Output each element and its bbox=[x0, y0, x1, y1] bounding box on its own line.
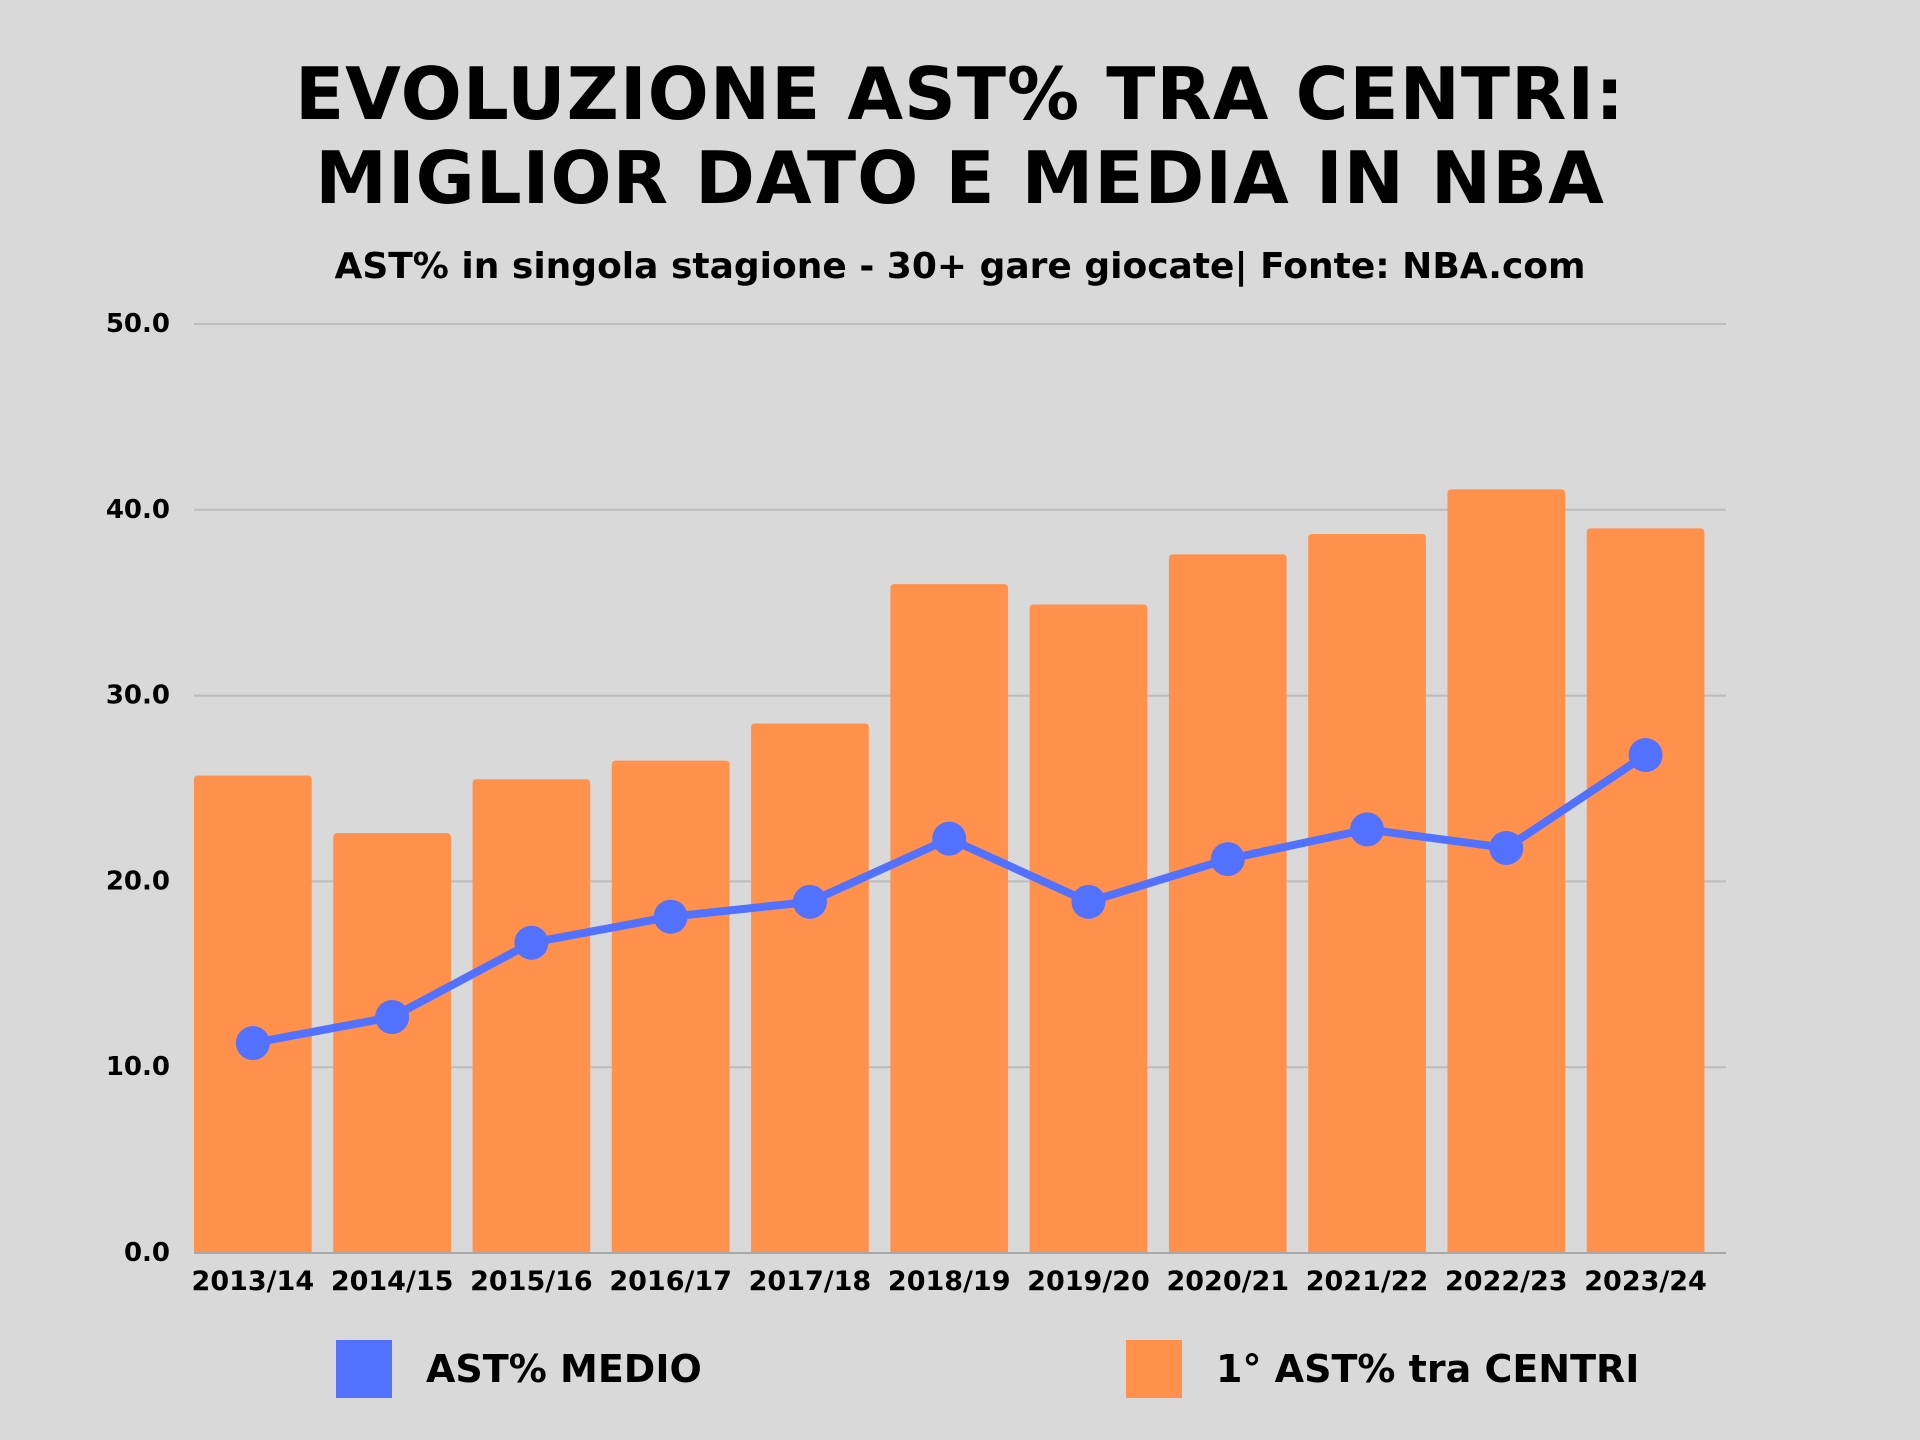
y-tick-label: 40.0 bbox=[106, 495, 170, 525]
bar bbox=[1308, 533, 1426, 1253]
y-tick-label: 0.0 bbox=[124, 1238, 170, 1268]
legend-item-ast-medio: AST% MEDIO bbox=[336, 1340, 702, 1398]
line-point bbox=[1210, 842, 1245, 877]
x-tick-label: 2023/24 bbox=[1584, 1266, 1707, 1297]
line-point bbox=[932, 821, 967, 856]
chart-title-line-1: EVOLUZIONE AST% TRA CENTRI: bbox=[295, 52, 1625, 136]
legend-swatch-ast-medio bbox=[336, 1340, 392, 1398]
legend-label-ast-medio: AST% MEDIO bbox=[426, 1347, 702, 1391]
legend-label-top-ast-centri: 1° AST% tra CENTRI bbox=[1216, 1347, 1640, 1391]
x-tick-label: 2018/19 bbox=[888, 1266, 1011, 1297]
bar bbox=[333, 833, 451, 1253]
y-tick-label: 20.0 bbox=[106, 866, 170, 896]
bar bbox=[194, 775, 312, 1253]
chart-subtitle: AST% in singola stagione - 30+ gare gioc… bbox=[334, 246, 1586, 287]
x-tick-label: 2014/15 bbox=[331, 1266, 454, 1297]
x-tick-label: 2021/22 bbox=[1306, 1266, 1429, 1297]
x-tick-label: 2022/23 bbox=[1445, 1266, 1568, 1297]
bar bbox=[1447, 489, 1566, 1253]
bar bbox=[751, 723, 869, 1253]
bar bbox=[890, 584, 1009, 1253]
x-tick-label: 2019/20 bbox=[1027, 1266, 1150, 1297]
line-point bbox=[1628, 738, 1663, 773]
y-tick-label: 30.0 bbox=[106, 681, 170, 711]
line-point bbox=[792, 884, 827, 919]
y-tick-label: 10.0 bbox=[106, 1052, 170, 1082]
bar bbox=[1168, 554, 1287, 1253]
line-point bbox=[1489, 830, 1524, 865]
x-tick-label: 2017/18 bbox=[749, 1266, 872, 1297]
line-point bbox=[235, 1026, 270, 1061]
bar bbox=[1029, 604, 1148, 1253]
line-point bbox=[375, 1000, 410, 1035]
x-tick-label: 2013/14 bbox=[192, 1266, 315, 1297]
x-tick-label: 2020/21 bbox=[1166, 1266, 1289, 1297]
line-point bbox=[514, 925, 549, 960]
chart-title-line-2: MIGLIOR DATO E MEDIA IN NBA bbox=[315, 136, 1605, 220]
x-tick-label: 2015/16 bbox=[470, 1266, 593, 1297]
bar bbox=[472, 779, 591, 1253]
legend-item-top-ast-centri: 1° AST% tra CENTRI bbox=[1126, 1340, 1639, 1398]
bar bbox=[1586, 528, 1705, 1253]
line-point bbox=[1071, 884, 1106, 919]
line-point bbox=[653, 899, 688, 934]
line-point bbox=[1350, 812, 1385, 847]
y-tick-label: 50.0 bbox=[106, 309, 170, 339]
legend-swatch-top-ast-centri bbox=[1126, 1340, 1182, 1398]
bar bbox=[611, 760, 730, 1253]
x-tick-label: 2016/17 bbox=[609, 1266, 732, 1297]
